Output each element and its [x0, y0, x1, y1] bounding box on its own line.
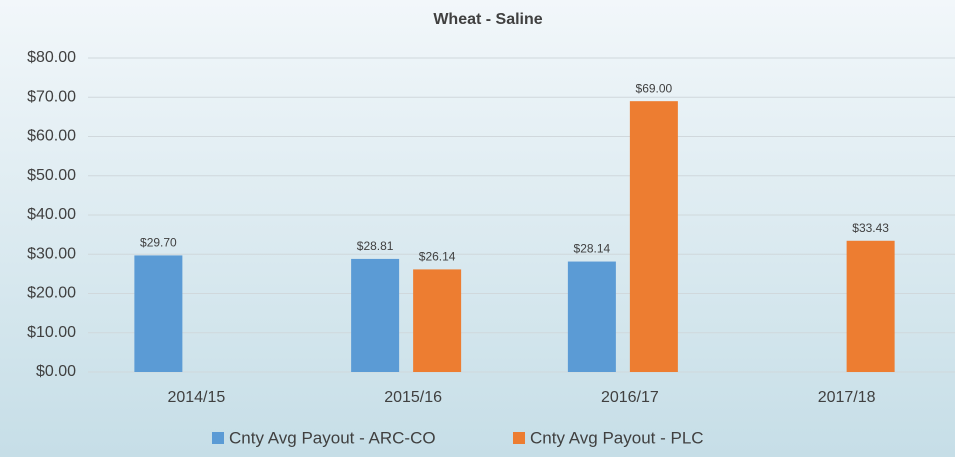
x-tick-label: 2014/15	[167, 389, 225, 406]
chart-title: Wheat - Saline	[433, 11, 542, 28]
data-label: $29.70	[140, 236, 177, 250]
x-tick-label: 2015/16	[384, 389, 442, 406]
data-label: $69.00	[636, 81, 673, 95]
legend-swatch	[513, 432, 525, 444]
bar	[134, 255, 183, 372]
legend-label: Cnty Avg Payout - PLC	[530, 428, 704, 447]
y-tick-label: $20.00	[27, 285, 76, 302]
y-tick-label: $70.00	[27, 88, 76, 105]
bar	[629, 101, 678, 373]
x-tick-label: 2016/17	[601, 389, 659, 406]
data-label: $26.14	[419, 250, 456, 264]
y-tick-label: $50.00	[27, 167, 76, 184]
y-tick-label: $40.00	[27, 206, 76, 223]
y-tick-label: $0.00	[36, 363, 76, 380]
data-label: $28.14	[574, 242, 611, 256]
legend-swatch	[212, 432, 224, 444]
x-tick-label: 2017/18	[818, 389, 876, 406]
y-tick-label: $80.00	[27, 49, 76, 66]
bar	[846, 240, 895, 372]
bar	[413, 269, 462, 372]
bar	[567, 261, 616, 372]
y-tick-label: $10.00	[27, 324, 76, 341]
y-tick-label: $60.00	[27, 128, 76, 145]
legend-label: Cnty Avg Payout - ARC-CO	[229, 428, 436, 447]
bar	[351, 258, 400, 372]
data-label: $33.43	[852, 221, 889, 235]
data-label: $28.81	[357, 239, 394, 253]
y-tick-label: $30.00	[27, 245, 76, 262]
